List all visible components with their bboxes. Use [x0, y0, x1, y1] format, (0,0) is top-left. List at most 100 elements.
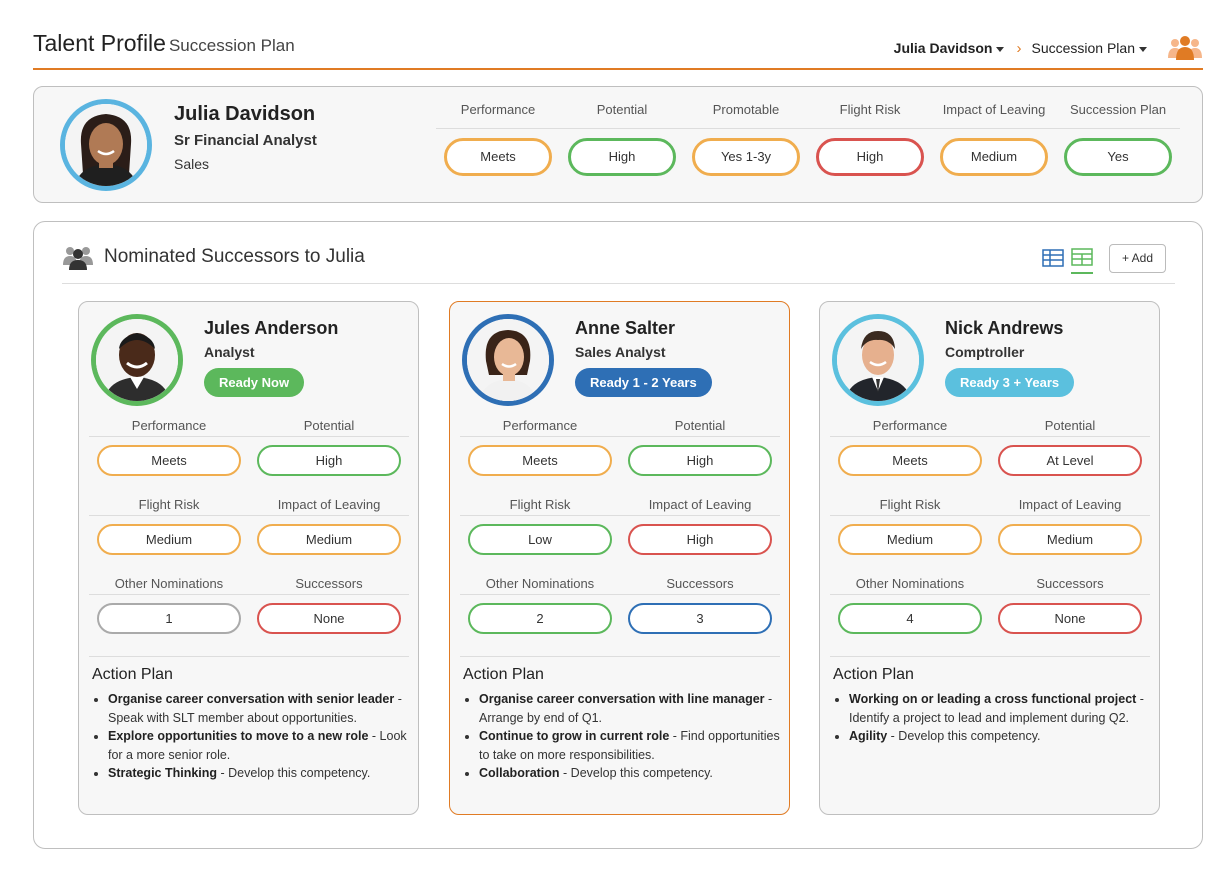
successors-section: Nominated Successors to Julia + Add	[33, 221, 1203, 849]
action-detail: - Develop this competency.	[887, 729, 1041, 743]
field-pill[interactable]: Low	[468, 524, 612, 555]
divider	[89, 656, 409, 657]
field-pill[interactable]: None	[998, 603, 1142, 634]
successor-name: Anne Salter	[575, 318, 676, 338]
action-detail: - Speak with SLT member about opportunit…	[108, 692, 402, 725]
chevron-right-icon: ›	[1016, 39, 1022, 57]
field-pill[interactable]: Meets	[97, 445, 241, 476]
field-successors: Successors None	[990, 576, 1150, 634]
field-pill[interactable]: Medium	[838, 524, 982, 555]
field-pill[interactable]: None	[257, 603, 401, 634]
field-label: Successors	[620, 576, 780, 595]
field-pill[interactable]: Meets	[838, 445, 982, 476]
readiness-badge: Ready Now	[204, 368, 305, 397]
field-pill[interactable]: 1	[97, 603, 241, 634]
field-impact-of-leaving: Impact of Leaving Medium	[249, 497, 409, 555]
action-heading: Working on or leading a cross functional…	[849, 692, 1137, 706]
field-impact-of-leaving: Impact of Leaving High	[620, 497, 780, 555]
metric-succession-plan: Succession Plan Yes	[1056, 101, 1180, 176]
action-item: Agility - Develop this competency.	[849, 727, 1151, 746]
field-pill[interactable]: Medium	[998, 524, 1142, 555]
chevron-down-icon	[1139, 46, 1147, 52]
field-pill[interactable]: High	[257, 445, 401, 476]
field-flight-risk: Flight Risk Medium	[830, 497, 990, 555]
field-label: Flight Risk	[460, 497, 620, 516]
field-label: Impact of Leaving	[249, 497, 409, 516]
metric-pill[interactable]: Yes 1-3y	[692, 138, 800, 176]
field-impact-of-leaving: Impact of Leaving Medium	[990, 497, 1150, 555]
field-potential: Potential At Level	[990, 418, 1150, 476]
metric-pill[interactable]: Yes	[1064, 138, 1172, 176]
successor-name: Jules Anderson	[204, 318, 339, 338]
field-successors: Successors None	[249, 576, 409, 634]
metric-potential: Potential High	[560, 101, 684, 176]
field-label: Impact of Leaving	[620, 497, 780, 516]
metric-pill[interactable]: High	[816, 138, 924, 176]
successor-role: Comptroller	[945, 344, 1025, 360]
field-label: Performance	[460, 418, 620, 437]
field-label: Other Nominations	[830, 576, 990, 595]
employee-role: Sr Financial Analyst	[174, 132, 317, 149]
metric-label: Flight Risk	[808, 101, 932, 129]
action-heading: Agility	[849, 729, 888, 743]
successor-card[interactable]: Nick Andrews Comptroller Ready 3 + Years…	[819, 301, 1160, 815]
people-icon	[63, 247, 93, 270]
metric-promotable: Promotable Yes 1-3y	[684, 101, 808, 176]
card-view-tab[interactable]	[1071, 248, 1093, 274]
avatar	[832, 314, 924, 406]
field-performance: Performance Meets	[460, 418, 620, 476]
action-detail: - Identify a project to lead and impleme…	[849, 692, 1144, 725]
field-pill[interactable]: 4	[838, 603, 982, 634]
field-other-nominations: Other Nominations 1	[89, 576, 249, 634]
action-item: Working on or leading a cross functional…	[849, 690, 1151, 727]
succession-plan-dropdown[interactable]: Succession Plan	[1031, 40, 1147, 56]
metric-pill[interactable]: Meets	[444, 138, 552, 176]
action-plan-list: Organise career conversation with senior…	[108, 690, 410, 783]
person-dropdown[interactable]: Julia Davidson	[894, 40, 1005, 56]
readiness-badge: Ready 3 + Years	[945, 368, 1075, 397]
successor-card[interactable]: Anne Salter Sales Analyst Ready 1 - 2 Ye…	[449, 301, 790, 815]
field-flight-risk: Flight Risk Low	[460, 497, 620, 555]
successor-name: Nick Andrews	[945, 318, 1064, 338]
field-successors: Successors 3	[620, 576, 780, 634]
field-other-nominations: Other Nominations 2	[460, 576, 620, 634]
table-view-icon[interactable]	[1042, 248, 1064, 268]
metric-performance: Performance Meets	[436, 101, 560, 176]
field-pill[interactable]: At Level	[998, 445, 1142, 476]
action-heading: Continue to grow in current role	[479, 729, 670, 743]
field-label: Performance	[89, 418, 249, 437]
action-heading: Strategic Thinking	[108, 766, 218, 780]
field-label: Performance	[830, 418, 990, 437]
successor-role: Analyst	[204, 344, 255, 360]
add-successor-button[interactable]: + Add	[1109, 244, 1166, 273]
team-logo-icon[interactable]	[1167, 34, 1203, 62]
field-pill[interactable]: 3	[628, 603, 772, 634]
field-pill[interactable]: 2	[468, 603, 612, 634]
action-item: Organise career conversation with senior…	[108, 690, 410, 727]
action-plan-title: Action Plan	[463, 666, 544, 683]
action-plan-list: Working on or leading a cross functional…	[849, 690, 1151, 746]
field-label: Other Nominations	[460, 576, 620, 595]
action-item: Explore opportunities to move to a new r…	[108, 727, 410, 764]
app-header: Talent Profile Succession Plan Julia Davi…	[33, 30, 1203, 70]
field-label: Potential	[620, 418, 780, 437]
field-pill[interactable]: Medium	[257, 524, 401, 555]
field-pill[interactable]: High	[628, 445, 772, 476]
profile-metrics: Performance Meets Potential High Promota…	[436, 101, 1181, 181]
field-performance: Performance Meets	[89, 418, 249, 476]
field-pill[interactable]: High	[628, 524, 772, 555]
metric-label: Succession Plan	[1056, 101, 1180, 129]
employee-name: Julia Davidson	[174, 103, 316, 125]
field-label: Impact of Leaving	[990, 497, 1150, 516]
field-potential: Potential High	[249, 418, 409, 476]
successor-card[interactable]: Jules Anderson Analyst Ready Now Perform…	[78, 301, 419, 815]
field-flight-risk: Flight Risk Medium	[89, 497, 249, 555]
field-pill[interactable]: Medium	[97, 524, 241, 555]
field-pill[interactable]: Meets	[468, 445, 612, 476]
action-plan-title: Action Plan	[92, 666, 173, 683]
action-item: Organise career conversation with line m…	[479, 690, 781, 727]
metric-pill[interactable]: Medium	[940, 138, 1048, 176]
avatar	[462, 314, 554, 406]
metric-pill[interactable]: High	[568, 138, 676, 176]
field-label: Flight Risk	[830, 497, 990, 516]
